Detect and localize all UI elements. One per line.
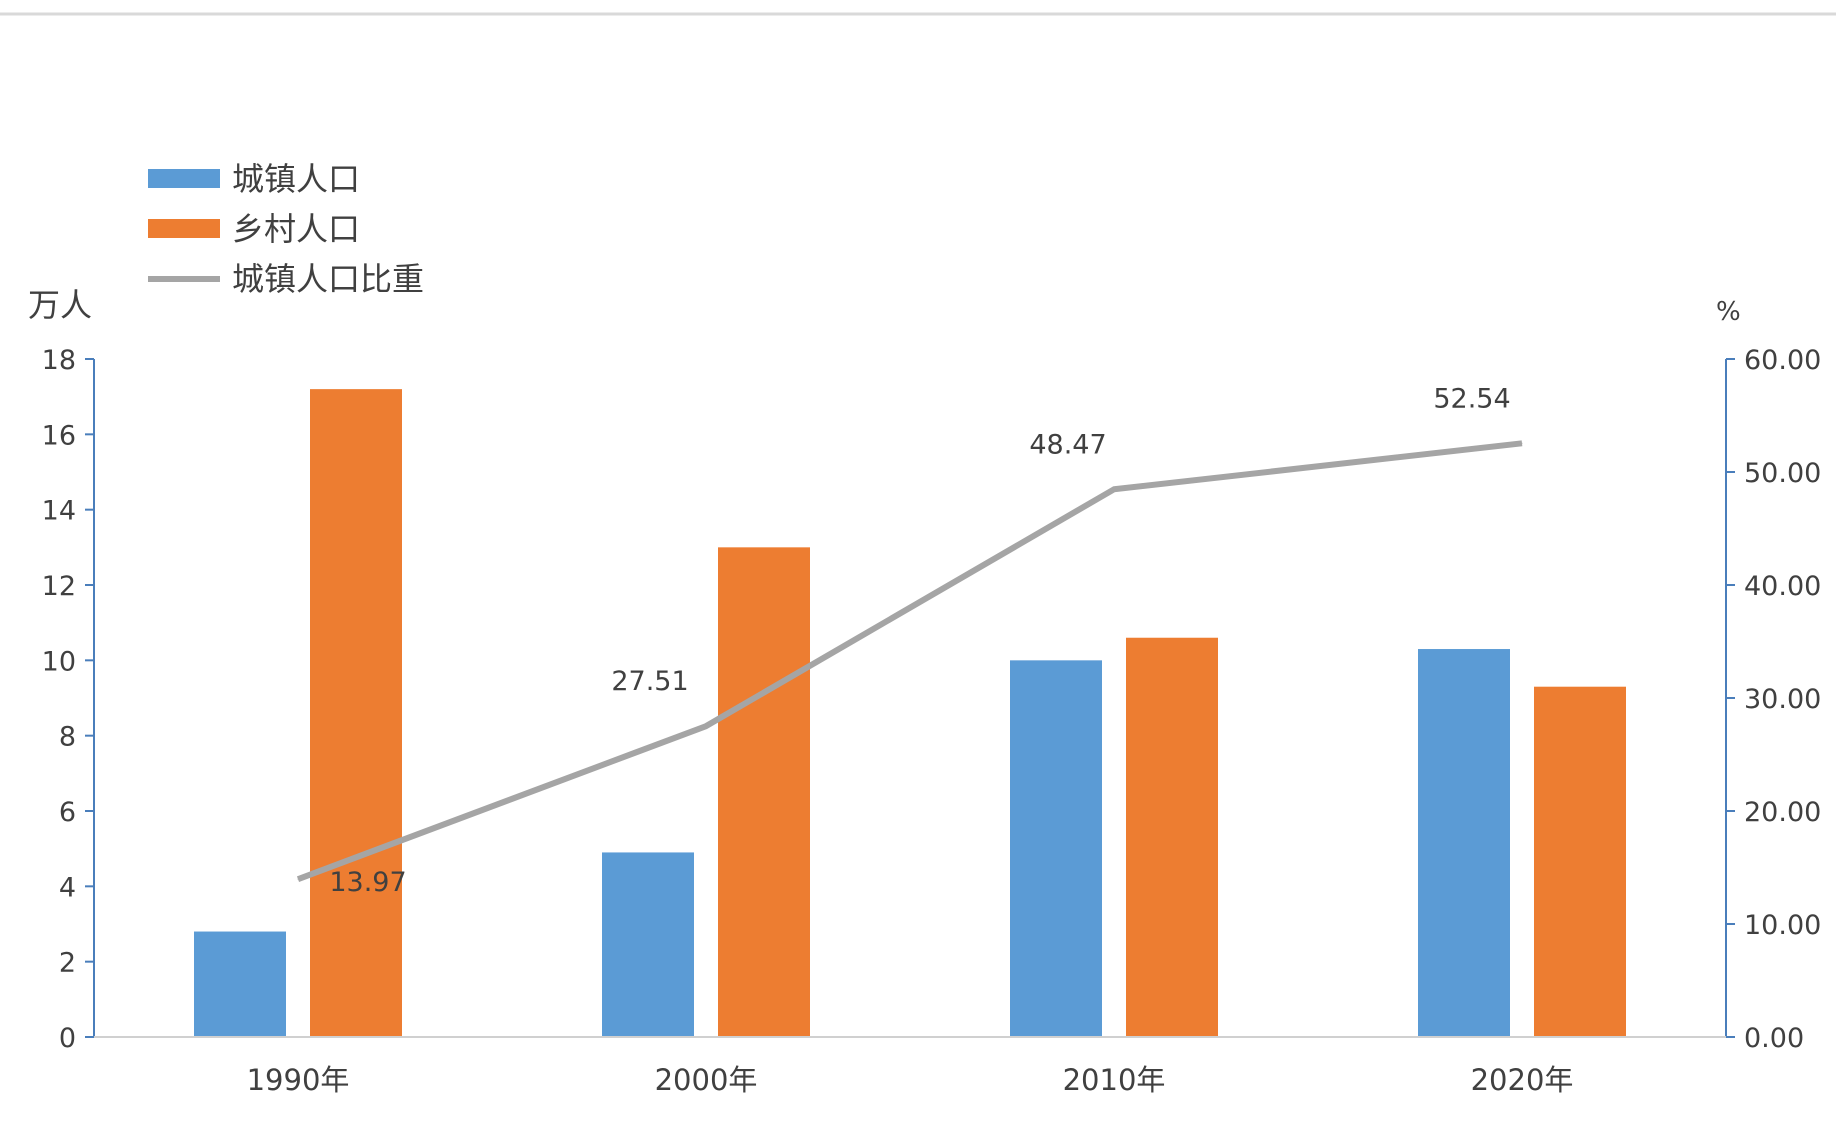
y-right-tick-label: 10.00 (1744, 910, 1821, 941)
y-left-tick-label: 16 (42, 420, 76, 451)
y-right-tick-label: 20.00 (1744, 797, 1821, 828)
bar-urban-population (602, 852, 694, 1037)
urban-ratio-data-label: 48.47 (1029, 429, 1106, 460)
legend-label-rural: 乡村人口 (232, 210, 360, 248)
y-left-tick-label: 8 (59, 722, 76, 753)
bar-rural-population (1126, 637, 1218, 1037)
urban-ratio-point (1113, 488, 1115, 490)
bar-urban-population (1418, 649, 1510, 1037)
urban-ratio-data-label: 13.97 (329, 867, 406, 898)
x-tick-label: 1990年 (247, 1063, 350, 1097)
y-right-tick-label: 50.00 (1744, 458, 1821, 489)
bar-urban-population (1010, 660, 1102, 1037)
x-tick-label: 2010年 (1063, 1063, 1166, 1097)
legend-swatch-rural (148, 219, 220, 238)
urban-ratio-point (297, 878, 299, 880)
x-tick-label: 2000年 (655, 1063, 758, 1097)
y-left-tick-label: 6 (59, 797, 76, 828)
bar-urban-population (194, 931, 286, 1037)
legend-label-urban: 城镇人口 (232, 160, 360, 198)
bar-rural-population (718, 547, 810, 1037)
y-left-tick-label: 2 (59, 948, 76, 979)
y-right-tick-label: 60.00 (1744, 345, 1821, 376)
y-left-tick-label: 4 (59, 872, 76, 903)
y-right-tick-label: 0.00 (1744, 1023, 1804, 1054)
y-right-tick-label: 30.00 (1744, 684, 1821, 715)
urban-ratio-line (296, 440, 1523, 882)
y-left-tick-label: 12 (42, 571, 76, 602)
y-right-tick-label: 40.00 (1744, 571, 1821, 602)
y-left-axis-label: 万人 (28, 286, 92, 324)
urban-ratio-point (705, 725, 707, 727)
bar-rural-population (310, 389, 402, 1038)
legend-label-urban-ratio: 城镇人口比重 (232, 260, 424, 298)
urban-ratio-data-label: 27.51 (611, 666, 688, 697)
y-left-tick-label: 14 (42, 496, 76, 527)
bars (194, 389, 1626, 1038)
line-series: 13.97 27.51 48.47 52.54 (296, 383, 1523, 898)
y-left-ticks: 0 2 4 6 8 10 12 14 16 18 (42, 345, 94, 1054)
legend-swatch-urban (148, 169, 220, 188)
y-right-axis-label: % (1716, 297, 1741, 327)
bar-rural-population (1534, 686, 1626, 1037)
urban-ratio-data-label: 52.54 (1433, 383, 1510, 414)
legend: 城镇人口 乡村人口 城镇人口比重 (148, 160, 424, 298)
y-right-ticks: 0.00 10.00 20.00 30.00 40.00 50.00 60.00 (1726, 345, 1821, 1054)
x-tick-labels: 1990年 2000年 2010年 2020年 (247, 1063, 1574, 1097)
urban-ratio-point (1521, 442, 1523, 444)
x-tick-label: 2020年 (1471, 1063, 1574, 1097)
chart-background (0, 14, 1836, 1127)
y-left-tick-label: 18 (42, 345, 76, 376)
y-left-tick-label: 10 (42, 646, 76, 677)
y-left-tick-label: 0 (59, 1023, 76, 1054)
